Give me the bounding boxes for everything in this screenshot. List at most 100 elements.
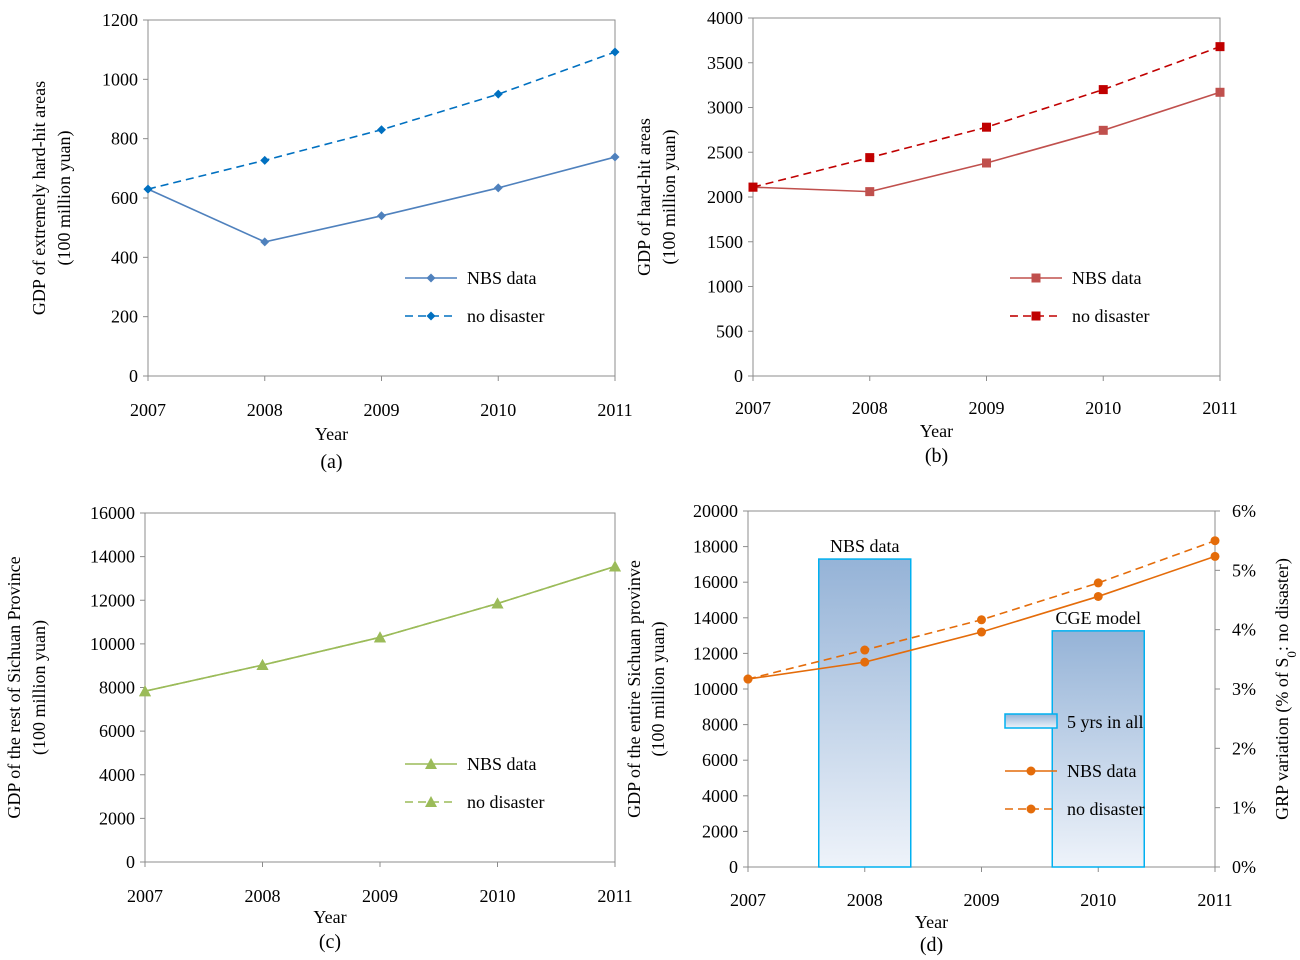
right-y-tick-label: 4%	[1232, 620, 1256, 640]
x-tick-label: 2009	[964, 890, 1000, 910]
y-tick-label: 0	[734, 366, 743, 386]
chart-panel-1: 0 200 400 600 800 1000 1200 2007 2008 2009 2010 201…	[29, 10, 633, 473]
bar	[1051, 630, 1145, 868]
data-point	[1093, 578, 1103, 588]
chart-panel-4: 0 2000 4000 6000 8000 10000 12000 14000 16000 180…	[624, 501, 1299, 956]
x-tick-label: 2008	[245, 886, 281, 906]
y-tick-label: 8000	[702, 715, 738, 735]
legend-label: no disaster	[467, 306, 544, 326]
x-tick-label: 2011	[597, 400, 632, 420]
legend-label: NBS data	[1067, 761, 1137, 781]
y-axis-title-unit: (100 million yuan)	[29, 620, 50, 755]
y-tick-label: 4000	[99, 765, 135, 785]
y-tick-label: 12000	[90, 590, 135, 610]
y-tick-label: 800	[111, 129, 138, 149]
y-tick-label: 8000	[99, 678, 135, 698]
y-axis-title-unit: (100 million yuan)	[54, 131, 75, 266]
y-tick-label: 12000	[693, 643, 738, 663]
x-tick-label: 2007	[735, 398, 771, 418]
x-tick-label: 2011	[1202, 398, 1237, 418]
data-point	[977, 615, 986, 625]
data-point	[256, 659, 269, 671]
x-tick-label: 2007	[130, 400, 166, 420]
y-tick-label: 500	[716, 321, 743, 341]
chart-panel-2: 0 500 1000 1500 2000 2500 3000 3500 4000 2007 2008…	[634, 8, 1238, 467]
panel-label: (c)	[319, 931, 341, 953]
y-tick-label: 200	[111, 307, 138, 327]
legend-marker	[426, 311, 436, 321]
y-tick-label: 0	[129, 366, 138, 386]
data-point	[374, 631, 386, 643]
y-tick-label: 10000	[693, 679, 738, 699]
data-point	[493, 89, 503, 99]
x-tick-label: 2010	[480, 886, 516, 906]
data-point	[743, 674, 753, 684]
data-point	[748, 182, 758, 192]
y-tick-label: 4000	[707, 8, 743, 28]
data-point	[1215, 87, 1225, 97]
x-axis-title: Year	[915, 912, 948, 932]
series-line-1	[147, 156, 616, 243]
y-axis-title: GDP of the rest of Sichuan Province	[4, 556, 24, 818]
data-point	[865, 187, 875, 197]
data-point	[143, 184, 153, 194]
right-y-tick-label: 0%	[1232, 857, 1256, 877]
x-tick-label: 2009	[969, 398, 1005, 418]
y-tick-label: 2000	[99, 808, 135, 828]
y-tick-label: 14000	[693, 608, 738, 628]
legend-label: no disaster	[467, 792, 544, 812]
x-tick-label: 2010	[1080, 890, 1116, 910]
y-tick-label: 20000	[693, 501, 738, 521]
y-tick-label: 2500	[707, 142, 743, 162]
y-tick-label: 0	[729, 857, 738, 877]
x-axis-title: Year	[920, 421, 953, 441]
y-tick-label: 18000	[693, 537, 738, 557]
y-tick-label: 14000	[90, 547, 135, 567]
data-point	[860, 645, 870, 655]
data-point	[860, 657, 870, 667]
data-point	[982, 158, 991, 168]
bar-label: NBS data	[830, 536, 900, 556]
bar	[818, 558, 912, 868]
right-y-tick-label: 6%	[1232, 501, 1256, 521]
legend-label: 5 yrs in all	[1067, 712, 1144, 732]
y-tick-label: 10000	[90, 634, 135, 654]
legend-label: no disaster	[1072, 306, 1149, 326]
legend-marker	[1026, 766, 1036, 776]
right-y-tick-label: 2%	[1232, 738, 1256, 758]
x-tick-label: 2008	[847, 890, 883, 910]
right-y-axis-title: GRP variation (% of S0: no disaster)	[1272, 558, 1299, 820]
right-y-axis-title-tail: : no disaster)	[1272, 558, 1293, 651]
legend-swatch-bars	[1004, 713, 1058, 729]
x-tick-label: 2009	[362, 886, 398, 906]
x-tick-label: 2011	[1197, 890, 1232, 910]
legend-label: no disaster	[1067, 799, 1144, 819]
y-tick-label: 6000	[702, 750, 738, 770]
y-tick-label: 16000	[90, 503, 135, 523]
y-tick-label: 1000	[707, 277, 743, 297]
x-tick-label: 2010	[1085, 398, 1121, 418]
data-point	[1210, 536, 1220, 546]
legend-marker	[1026, 804, 1036, 814]
legend-marker	[425, 796, 437, 807]
right-y-tick-label: 5%	[1232, 560, 1256, 580]
x-axis-title: Year	[315, 424, 348, 444]
y-tick-label: 400	[111, 247, 138, 267]
data-point	[610, 152, 620, 162]
data-point	[610, 47, 620, 57]
data-point	[1098, 125, 1108, 135]
plot-area-frame	[144, 512, 616, 863]
data-point	[260, 155, 270, 165]
data-point	[377, 211, 386, 221]
legend-marker	[1031, 273, 1041, 283]
y-axis-title: GDP of the entire Sichuan provinve	[624, 560, 644, 818]
panel-label: (b)	[925, 445, 948, 467]
y-axis-title: GDP of hard-hit areas	[634, 118, 654, 276]
y-tick-label: 3500	[707, 53, 743, 73]
series-line-1	[752, 91, 1221, 193]
y-tick-label: 1000	[102, 69, 138, 89]
y-tick-label: 600	[111, 188, 138, 208]
series-line-2	[144, 565, 616, 692]
legend-label: NBS data	[1072, 268, 1142, 288]
